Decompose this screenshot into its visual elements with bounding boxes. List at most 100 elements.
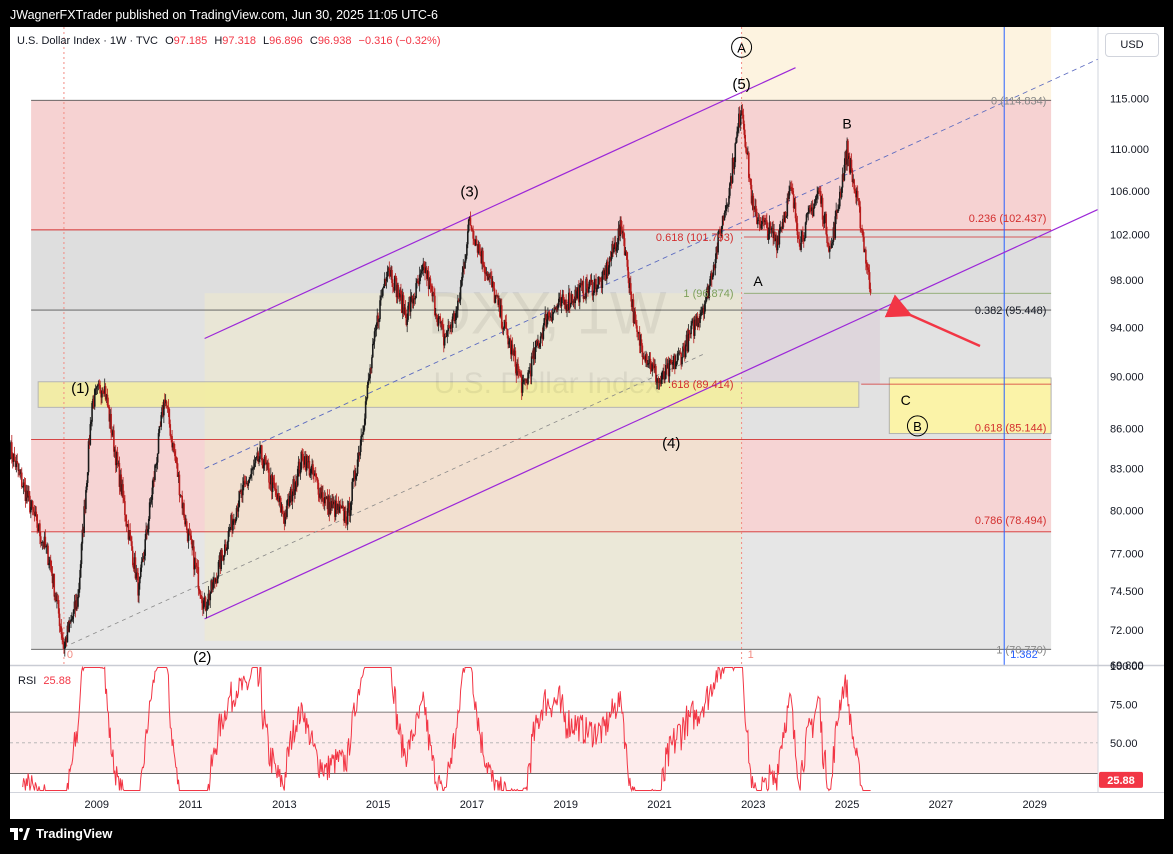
candle-body bbox=[75, 600, 78, 610]
candle-body bbox=[142, 558, 145, 560]
candle-body bbox=[679, 352, 682, 354]
candle-body bbox=[276, 495, 278, 500]
candle-body bbox=[564, 299, 567, 305]
candle-body bbox=[299, 469, 302, 474]
candle-body bbox=[121, 484, 123, 495]
candle-body bbox=[203, 597, 206, 601]
candle-body bbox=[56, 599, 58, 602]
candle-body bbox=[23, 482, 26, 486]
candle-body bbox=[549, 317, 552, 318]
candle-body bbox=[510, 339, 512, 355]
candle-body bbox=[119, 474, 122, 487]
candle-body bbox=[856, 190, 859, 199]
candle-body bbox=[421, 269, 424, 272]
candle-body bbox=[801, 232, 803, 237]
candle-body bbox=[333, 501, 335, 505]
candle-body bbox=[129, 530, 131, 537]
candle-body bbox=[55, 595, 57, 602]
candle-body bbox=[648, 358, 651, 363]
candle-body bbox=[604, 270, 606, 276]
candle-body bbox=[767, 233, 770, 240]
candle-body bbox=[268, 468, 270, 483]
candle-body bbox=[841, 174, 844, 188]
candle-body bbox=[56, 599, 59, 601]
candle-body bbox=[652, 363, 655, 365]
wave-label: B bbox=[842, 116, 851, 132]
candle-body bbox=[861, 228, 863, 231]
candle-body bbox=[467, 219, 470, 232]
candle-body bbox=[439, 316, 442, 324]
candle-body bbox=[111, 432, 113, 436]
candle-body bbox=[814, 199, 817, 204]
candle-body bbox=[532, 348, 535, 358]
publisher-line: JWagnerFXTrader published on TradingView… bbox=[10, 8, 439, 22]
candle-body bbox=[290, 488, 293, 502]
fib-level-label: 0.618 (85.144) bbox=[975, 423, 1047, 435]
candle-body bbox=[487, 274, 490, 280]
candle-body bbox=[321, 492, 323, 498]
candle-body bbox=[173, 442, 175, 452]
candle-body bbox=[275, 489, 278, 496]
candle-body bbox=[198, 588, 201, 591]
candle-body bbox=[702, 308, 705, 314]
candle-body bbox=[183, 503, 185, 518]
candle-body bbox=[264, 456, 267, 463]
candle-body bbox=[213, 577, 215, 583]
candle-body bbox=[66, 625, 69, 643]
candle-body bbox=[334, 500, 337, 517]
candle-body bbox=[113, 430, 115, 452]
candle-body bbox=[61, 634, 63, 638]
candle-body bbox=[300, 451, 303, 470]
candle-body bbox=[498, 299, 500, 305]
projection-box bbox=[741, 293, 880, 385]
candle-body bbox=[469, 217, 472, 226]
candle-body bbox=[518, 371, 520, 373]
candle-body bbox=[713, 265, 716, 269]
time-tick-label: 2025 bbox=[835, 799, 859, 811]
candle-body bbox=[773, 231, 775, 239]
candle-body bbox=[845, 151, 847, 165]
candle-body bbox=[376, 315, 379, 326]
candle-body bbox=[147, 529, 149, 533]
candle-body bbox=[550, 317, 553, 321]
candle-body bbox=[557, 304, 559, 310]
candle-body bbox=[864, 249, 866, 253]
candle-body bbox=[598, 276, 601, 279]
time-tick-label: 2019 bbox=[553, 799, 577, 811]
candle-body bbox=[465, 255, 467, 261]
price-tick-label: 74.500 bbox=[1110, 586, 1144, 598]
candle-body bbox=[16, 461, 19, 464]
candle-body bbox=[842, 174, 845, 181]
candle-body bbox=[386, 271, 389, 278]
legend-open: 97.185 bbox=[173, 35, 208, 47]
candle-body bbox=[214, 577, 216, 583]
candle-body bbox=[102, 393, 105, 394]
candle-body bbox=[233, 519, 236, 523]
footer-brand: TradingView bbox=[36, 826, 113, 841]
candle-body bbox=[308, 460, 311, 476]
candle-body bbox=[281, 506, 284, 514]
candle-body bbox=[858, 200, 861, 207]
price-tick-label: 106.000 bbox=[1110, 186, 1150, 198]
price-tick-label: 110.000 bbox=[1110, 144, 1149, 156]
candle-body bbox=[833, 227, 836, 239]
candle-body bbox=[839, 191, 841, 207]
candle-body bbox=[720, 226, 723, 236]
candle-body bbox=[325, 496, 328, 499]
candle-body bbox=[171, 436, 173, 448]
chart-panel[interactable]: DXY, 1W U.S. Dollar Index 0.618 (101.793) 1… bbox=[10, 27, 1164, 819]
candle-body bbox=[297, 461, 300, 469]
candle-body bbox=[645, 354, 647, 362]
candle-body bbox=[329, 501, 332, 515]
candle-body bbox=[310, 467, 313, 474]
candle-body bbox=[81, 529, 84, 544]
currency-button[interactable]: USD bbox=[1105, 33, 1159, 57]
candle-body bbox=[438, 316, 441, 318]
candle-body bbox=[502, 328, 505, 330]
candle-body bbox=[115, 452, 118, 466]
candle-body bbox=[829, 247, 832, 249]
candle-body bbox=[547, 312, 549, 320]
candle-body bbox=[544, 314, 546, 319]
candle-body bbox=[412, 298, 415, 304]
